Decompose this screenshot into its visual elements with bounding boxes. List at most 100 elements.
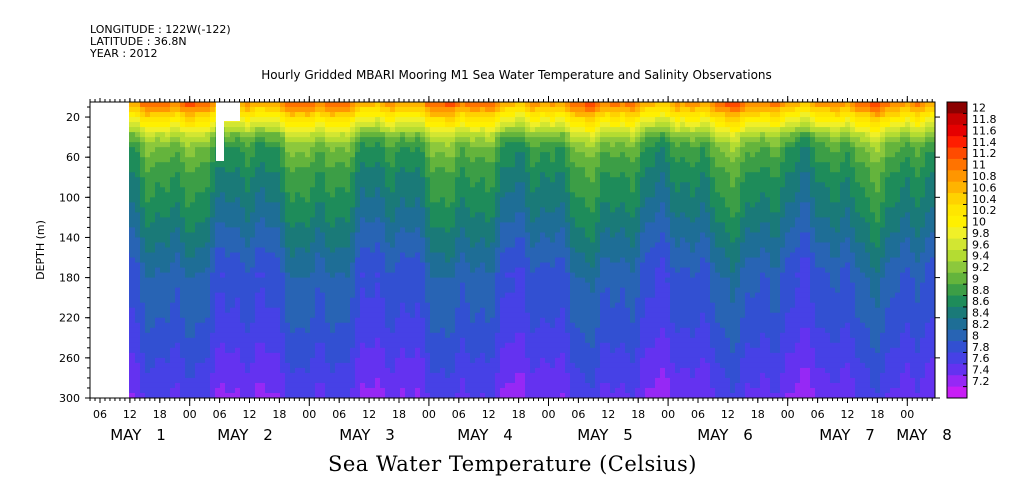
colorbar-swatch (947, 193, 967, 205)
colorbar-label: 8.6 (972, 295, 990, 308)
colorbar-label: 10.2 (972, 204, 997, 217)
x-hour-label: 00 (900, 408, 914, 421)
x-hour-label: 12 (243, 408, 257, 421)
missing-data-region (90, 102, 129, 398)
x-hour-label: 18 (631, 408, 645, 421)
x-day-label: MAY 4 (457, 426, 513, 444)
colorbar-swatch (947, 170, 967, 183)
colorbar-label: 7.2 (972, 375, 990, 388)
x-day-label: MAY 5 (577, 426, 633, 444)
y-tick-label: 140 (59, 231, 80, 244)
y-tick-label: 260 (59, 352, 80, 365)
x-hour-label: 00 (183, 408, 197, 421)
colorbar-label: 11.4 (972, 136, 997, 149)
y-tick-label: 180 (59, 272, 80, 285)
colorbar-label: 8.4 (972, 307, 990, 320)
x-hour-label: 12 (601, 408, 615, 421)
colorbar-label: 11 (972, 159, 986, 172)
colorbar-swatch (947, 318, 967, 331)
x-hour-label: 12 (721, 408, 735, 421)
colorbar-swatch (947, 227, 967, 240)
colorbar-label: 10 (972, 216, 986, 229)
x-hour-label: 12 (841, 408, 855, 421)
x-hour-label: 18 (272, 408, 286, 421)
x-hour-label: 06 (571, 408, 585, 421)
colorbar-swatch (947, 284, 967, 297)
missing-data-notch (216, 102, 224, 161)
x-hour-label: 00 (542, 408, 556, 421)
colorbar-label: 8 (972, 329, 979, 342)
x-hour-label: 06 (213, 408, 227, 421)
colorbar-swatch (947, 363, 967, 376)
x-hour-label: 06 (452, 408, 466, 421)
colorbar-label: 8.8 (972, 284, 990, 297)
colorbar-label: 9 (972, 272, 979, 285)
colorbar-swatch (947, 375, 967, 388)
x-day-label: MAY 6 (697, 426, 753, 444)
x-hour-label: 06 (691, 408, 705, 421)
colorbar-label: 11.8 (972, 113, 997, 126)
y-axis-label: DEPTH (m) (34, 220, 47, 280)
x-hour-label: 12 (482, 408, 496, 421)
colorbar-swatch (947, 386, 967, 399)
colorbar-swatch (947, 158, 967, 171)
x-hour-label: 06 (811, 408, 825, 421)
y-tick-label: 100 (59, 191, 80, 204)
x-day-label: MAY 3 (339, 426, 395, 444)
x-hour-label: 06 (93, 408, 107, 421)
colorbar-label: 9.6 (972, 238, 990, 251)
y-tick-label: 20 (66, 111, 80, 124)
latitude-label: LATITUDE : 36.8N (90, 35, 187, 48)
x-hour-label: 18 (153, 408, 167, 421)
x-hour-label: 18 (751, 408, 765, 421)
x-hour-label: 18 (512, 408, 526, 421)
x-axis-title: Sea Water Temperature (Celsius) (327, 452, 697, 476)
x-hour-label: 18 (870, 408, 884, 421)
x-hour-label: 00 (781, 408, 795, 421)
colorbar-swatch (947, 181, 967, 194)
colorbar-label: 9.4 (972, 250, 990, 263)
colorbar-label: 11.6 (972, 124, 997, 137)
colorbar-label: 10.8 (972, 170, 997, 183)
x-hour-label: 06 (332, 408, 346, 421)
colorbar-label: 9.8 (972, 227, 990, 240)
colorbar-swatch (947, 238, 967, 251)
y-tick-label: 220 (59, 312, 80, 325)
x-hour-label: 00 (302, 408, 316, 421)
plot-frame (89, 101, 936, 399)
colorbar-swatch (947, 352, 967, 365)
colorbar-swatch (947, 102, 967, 114)
x-day-label: MAY 8 (896, 426, 952, 444)
year-label: YEAR : 2012 (90, 47, 158, 60)
colorbar-label: 7.8 (972, 341, 990, 354)
x-hour-label: 18 (392, 408, 406, 421)
colorbar-label: 7.6 (972, 352, 990, 365)
y-tick-label: 300 (59, 392, 80, 405)
x-hour-label: 12 (362, 408, 376, 421)
x-hour-label: 00 (422, 408, 436, 421)
colorbar-swatch (947, 136, 967, 149)
colorbar-swatch (947, 124, 967, 137)
colorbar-label: 11.2 (972, 147, 997, 160)
colorbar-swatch (947, 329, 967, 342)
colorbar-label: 7.4 (972, 364, 990, 377)
x-hour-label: 12 (123, 408, 137, 421)
colorbar-swatch (947, 250, 967, 262)
x-hour-label: 00 (661, 408, 675, 421)
colorbar-swatch (947, 204, 967, 217)
colorbar-swatch (947, 113, 967, 126)
colorbar-swatch (947, 261, 967, 274)
colorbar-label: 8.2 (972, 318, 990, 331)
x-day-label: MAY 1 (110, 426, 166, 444)
chart-title: Hourly Gridded MBARI Mooring M1 Sea Wate… (261, 68, 772, 82)
colorbar-label: 10.6 (972, 181, 997, 194)
y-tick-label: 60 (66, 151, 80, 164)
colorbar-swatch (947, 306, 967, 319)
header-meta: LONGITUDE : 122W(-122) LATITUDE : 36.8N … (90, 24, 231, 60)
colorbar-swatch (947, 295, 967, 308)
colorbar-swatch (947, 147, 967, 160)
colorbar-label: 10.4 (972, 193, 997, 206)
x-day-label: MAY 2 (217, 426, 273, 444)
longitude-label: LONGITUDE : 122W(-122) (90, 23, 231, 36)
